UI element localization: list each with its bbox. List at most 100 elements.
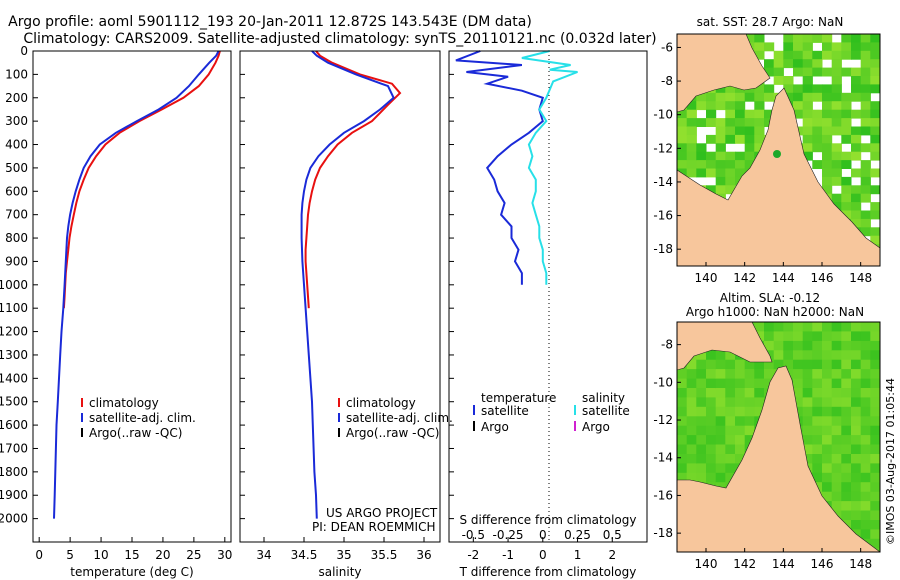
map-cell xyxy=(764,92,775,102)
map-cell xyxy=(793,42,804,52)
map-cell xyxy=(841,126,852,136)
map-cell xyxy=(677,143,688,153)
map-cell xyxy=(860,34,871,43)
map-cell xyxy=(744,109,755,119)
map-cell xyxy=(783,350,794,361)
map-cell xyxy=(783,59,794,69)
map-cell xyxy=(860,510,871,521)
map-cell xyxy=(841,151,852,161)
depth-tick-label: 1100 xyxy=(0,301,28,315)
map-cell xyxy=(831,168,842,178)
map-cell xyxy=(696,397,707,408)
map-cell xyxy=(735,397,746,408)
map-cell xyxy=(851,369,862,379)
map-cell xyxy=(860,185,871,195)
map-cell xyxy=(870,118,880,127)
depth-tick-label: 0 xyxy=(20,44,28,58)
map-cell xyxy=(870,529,880,540)
map-cell xyxy=(802,416,813,427)
map-cell xyxy=(831,435,842,445)
map-cell xyxy=(812,406,823,417)
map-cell xyxy=(831,388,842,398)
map-cell xyxy=(851,463,862,474)
sla-map: 140 142 144 146 148 -8 -10 -12 -14 -16 -18 xyxy=(653,321,881,571)
temperature-legend-argo: Argo(..raw -QC) xyxy=(89,426,182,440)
map-cell xyxy=(812,59,823,69)
salinity-series-climatology xyxy=(304,50,402,309)
T-diff-x-tick-label: -2 xyxy=(467,548,479,562)
map-cell xyxy=(686,388,697,398)
map-cell xyxy=(812,416,823,427)
map-cell xyxy=(793,397,804,408)
map-cell xyxy=(715,126,726,136)
map-cell xyxy=(860,425,871,436)
map-cell xyxy=(715,435,726,445)
map-cell xyxy=(841,435,852,445)
map-cell xyxy=(822,92,833,102)
map-cell xyxy=(735,454,746,464)
map-cell xyxy=(831,50,842,60)
map-cell xyxy=(870,388,880,398)
map-cell xyxy=(725,151,736,161)
map-cell xyxy=(851,340,862,351)
map-cell xyxy=(831,42,842,52)
sst-map-title: sat. SST: 28.7 Argo: NaN xyxy=(697,15,844,29)
map-cell xyxy=(860,416,871,427)
map-cell xyxy=(870,168,880,178)
depth-tick-label: 900 xyxy=(5,254,28,268)
map-cell xyxy=(812,350,823,361)
map-cell xyxy=(744,435,755,445)
map-cell xyxy=(715,350,726,361)
map-cell xyxy=(831,340,842,351)
map-cell xyxy=(870,67,880,77)
map-cell xyxy=(860,501,871,511)
map-cell xyxy=(715,176,726,186)
map-cell xyxy=(715,416,726,427)
map-cell xyxy=(831,143,842,153)
map-cell xyxy=(831,331,842,342)
difference-series-satellite_salinity xyxy=(521,50,578,285)
map-cell xyxy=(735,425,746,436)
map-cell xyxy=(735,151,746,161)
map-cell xyxy=(793,388,804,398)
difference-panel: -2 -1 0 1 2 -0.5 -0.25 0 0.25 0.5 S difference fr… xyxy=(448,50,648,579)
map-cell xyxy=(860,168,871,178)
map-cell xyxy=(822,472,833,483)
map-cell xyxy=(822,168,833,178)
map-cell xyxy=(735,126,746,136)
map-cell xyxy=(851,406,862,417)
map-cell xyxy=(860,340,871,351)
salinity-legend: climatology satellite-adj. clim. Argo(..… xyxy=(338,396,453,440)
map-cell xyxy=(677,168,688,178)
map-cell xyxy=(725,118,736,127)
map-cell xyxy=(841,331,852,342)
map-cell xyxy=(870,227,880,237)
difference-ticks: -2 -1 0 1 2 -0.5 -0.25 0 0.25 0.5 xyxy=(449,50,622,562)
map-cell xyxy=(860,322,871,332)
map-cell xyxy=(754,101,765,111)
map-cell xyxy=(851,210,862,220)
map-cell xyxy=(706,472,717,483)
map-cell xyxy=(754,92,765,102)
salinity-legend-argo: Argo(..raw -QC) xyxy=(346,426,439,440)
map-cell xyxy=(831,454,842,464)
sla-map-lat-label: -14 xyxy=(653,451,673,465)
map-cell xyxy=(841,397,852,408)
legend-S-argo: Argo xyxy=(582,420,610,434)
map-cell xyxy=(764,340,775,351)
map-cell xyxy=(744,397,755,408)
map-cell xyxy=(831,84,842,94)
map-cell xyxy=(860,210,871,220)
map-cell xyxy=(686,463,697,474)
map-cell xyxy=(677,109,688,119)
map-cell xyxy=(822,444,833,455)
temperature-x-tick-label: 5 xyxy=(66,548,74,562)
map-cell xyxy=(802,151,813,161)
depth-tick-label: 2000 xyxy=(0,512,28,526)
map-cell xyxy=(744,126,755,136)
map-cell xyxy=(802,42,813,52)
map-cell xyxy=(831,118,842,127)
map-cell xyxy=(870,378,880,389)
map-cell xyxy=(831,397,842,408)
